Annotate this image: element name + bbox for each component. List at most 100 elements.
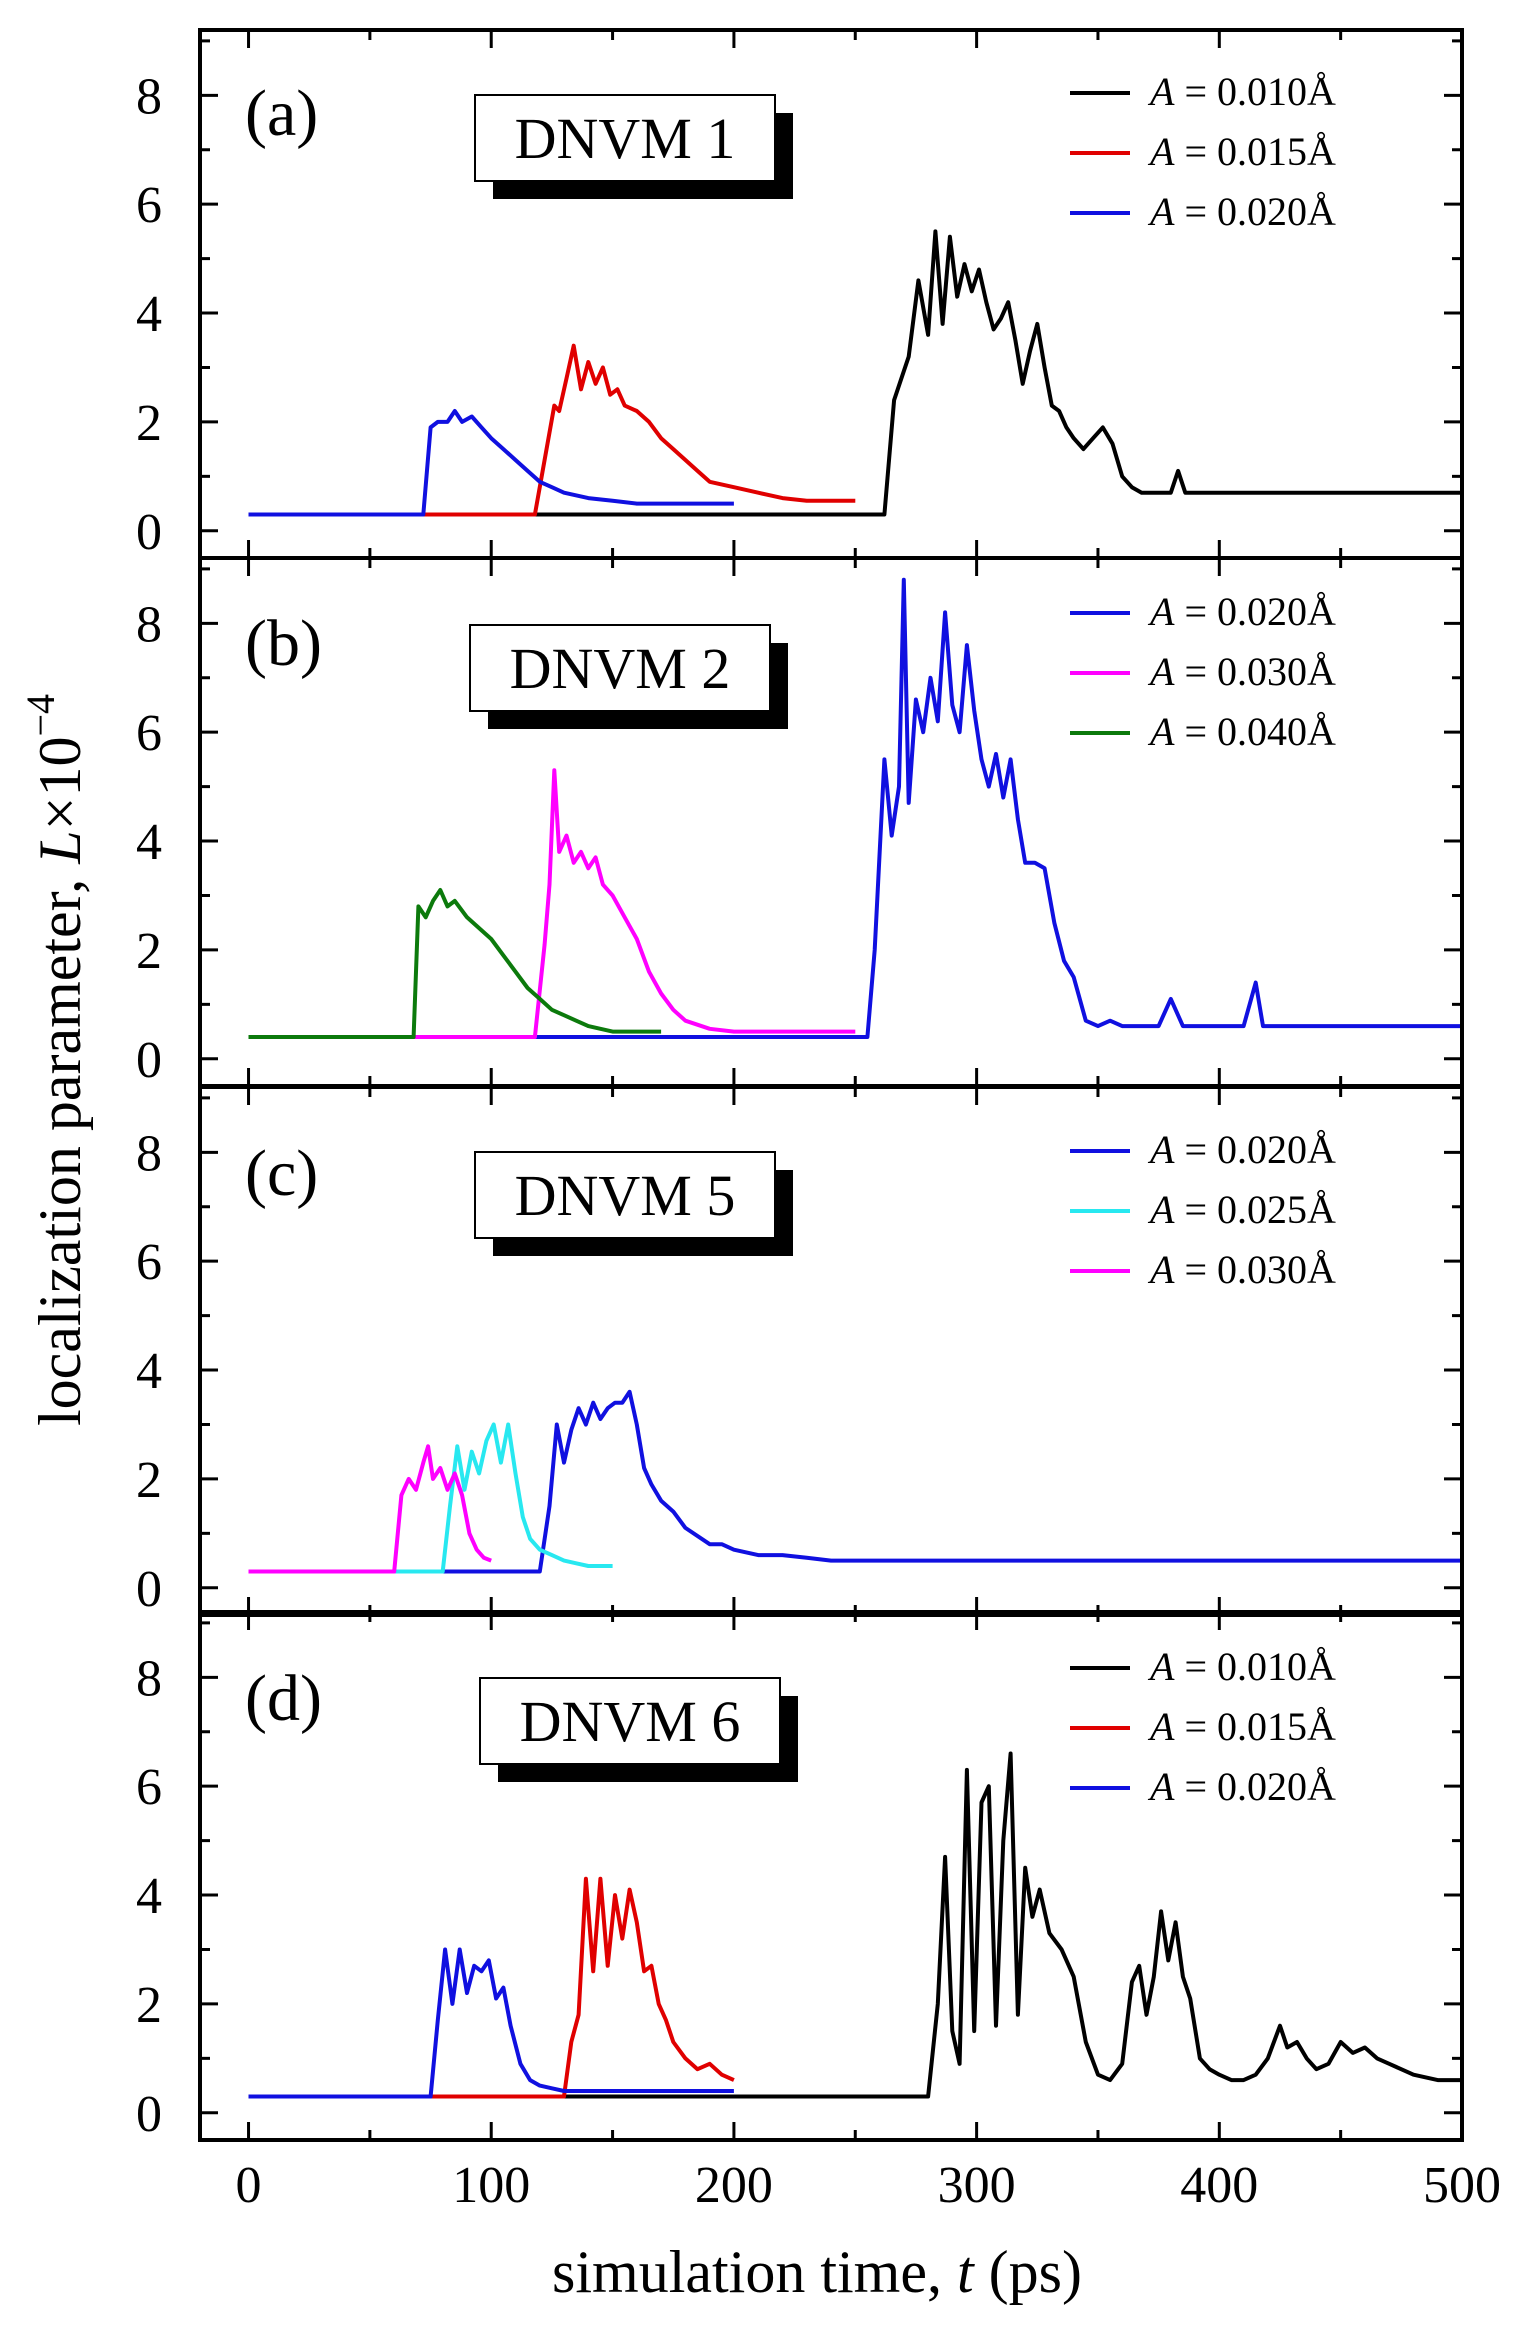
panel-label: (d) [245,1662,322,1735]
y-axis-title: localization parameter, L×10−4 [18,694,93,1426]
legend-label: A = 0.015Å [1147,1704,1336,1749]
series-line [248,1751,1462,2099]
legend-amp: 0.020Å [1217,189,1336,234]
y-tick-label: 0 [136,504,162,561]
legend-eq: = [1174,1187,1217,1232]
legend-label: A = 0.020Å [1147,189,1336,234]
x-tick-label: 300 [938,2157,1016,2214]
legend-var: A [1147,1644,1175,1689]
legend-eq: = [1174,1127,1217,1172]
legend-label: A = 0.015Å [1147,129,1336,174]
y-tick-label: 2 [136,395,162,452]
legend-var: A [1147,1187,1175,1232]
legend-amp: 0.010Å [1217,69,1336,114]
legend-eq: = [1174,709,1217,754]
legend-amp: 0.030Å [1217,649,1336,694]
y-tick-label: 6 [136,1234,162,1291]
legend-var: A [1147,1247,1175,1292]
title-box-text: DNVM 2 [510,636,731,701]
panel-label: (c) [245,1137,318,1210]
y-tick-label: 8 [136,596,162,653]
legend-eq: = [1174,649,1217,694]
legend-amp: 0.020Å [1217,589,1336,634]
x-tick-label: 500 [1423,2157,1501,2214]
legend-eq: = [1174,69,1217,114]
legend-label: A = 0.030Å [1147,1247,1336,1292]
legend-var: A [1147,1704,1175,1749]
legend-amp: 0.030Å [1217,1247,1336,1292]
legend-label: A = 0.020Å [1147,589,1336,634]
ticks [200,558,1464,1086]
legend-var: A [1147,69,1175,114]
title-box-text: DNVM 5 [515,1163,736,1228]
legend-amp: 0.015Å [1217,1704,1336,1749]
y-tick-label: 8 [136,1650,162,1707]
legend-label: A = 0.020Å [1147,1127,1336,1172]
title-box [479,1677,781,1765]
series-line [248,409,734,517]
y-tick-label: 0 [136,1032,162,1089]
y-tick-label: 2 [136,1452,162,1509]
legend-label: A = 0.040Å [1147,709,1336,754]
legend-label: A = 0.010Å [1147,69,1336,114]
y-tick-label: 0 [136,1561,162,1618]
series-line [248,229,1462,517]
legend-label: A = 0.025Å [1147,1187,1336,1232]
series-line [248,768,856,1039]
legend-eq: = [1174,589,1217,634]
series-line [248,1876,735,2099]
title-box-text: DNVM 1 [515,106,736,171]
y-tick-label: 6 [136,177,162,234]
legend-var: A [1147,189,1175,234]
y-tick-label: 8 [136,68,162,125]
legend-label: A = 0.010Å [1147,1644,1336,1689]
legend-eq: = [1174,1764,1217,1809]
panel-label: (b) [245,607,322,680]
y-tick-label: 6 [136,1759,162,1816]
series-line [248,577,1462,1039]
plot-frame [198,1085,1464,1617]
y-tick-label: 4 [136,1343,162,1400]
y-tick-label: 4 [136,814,162,871]
plot-frame [198,1610,1464,2142]
legend-amp: 0.025Å [1217,1187,1336,1232]
legend-eq: = [1174,1704,1217,1749]
legend-eq: = [1174,1644,1217,1689]
legend-amp: 0.020Å [1217,1764,1336,1809]
legend-amp: 0.040Å [1217,709,1336,754]
series-line [248,1422,613,1574]
legend-var: A [1147,129,1175,174]
legend-eq: = [1174,129,1217,174]
y-tick-label: 2 [136,923,162,980]
legend-eq: = [1174,1247,1217,1292]
series-group [248,229,1462,517]
legend-var: A [1147,589,1175,634]
legend-var: A [1147,1764,1175,1809]
legend-var: A [1147,649,1175,694]
title-box [474,94,776,182]
x-tick-label: 0 [236,2157,262,2214]
series-line [248,1389,1462,1574]
title-box-text: DNVM 6 [520,1689,741,1754]
legend-label: A = 0.030Å [1147,649,1336,694]
series-group [248,577,1462,1039]
series-group [248,1389,1462,1574]
y-tick-label: 6 [136,705,162,762]
series-line [248,888,662,1039]
legend-var: A [1147,709,1175,754]
legend-amp: 0.015Å [1217,129,1336,174]
legend-var: A [1147,1127,1175,1172]
legend-label: A = 0.020Å [1147,1764,1336,1809]
series-group [248,1751,1462,2099]
y-tick-label: 8 [136,1125,162,1182]
y-tick-label: 2 [136,1977,162,2034]
plot-frame [198,556,1464,1088]
legend-amp: 0.020Å [1217,1127,1336,1172]
x-tick-label: 100 [452,2157,530,2214]
x-axis-title: simulation time, t (ps) [552,2239,1082,2305]
